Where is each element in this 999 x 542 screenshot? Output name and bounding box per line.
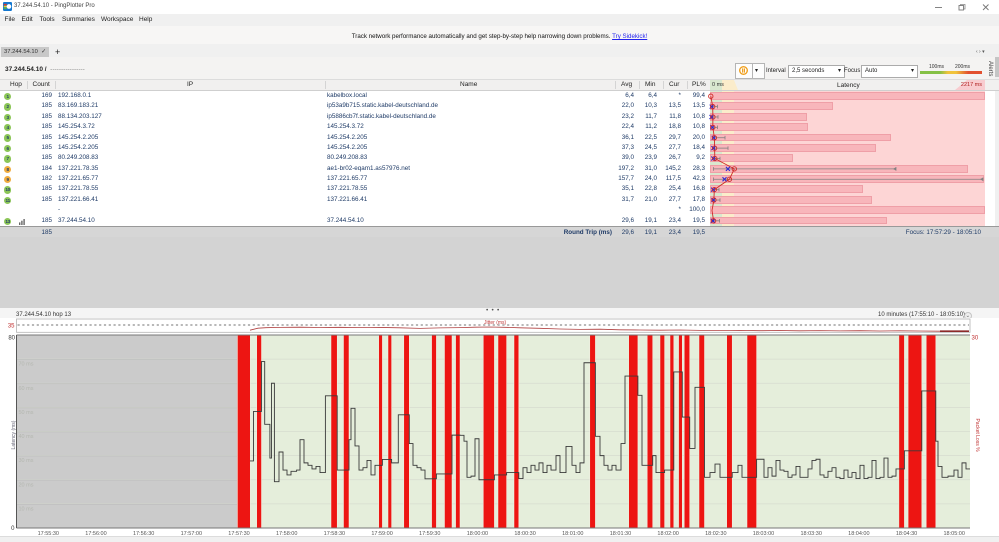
svg-text:18:04:30: 18:04:30: [896, 531, 917, 537]
svg-text:17:56:30: 17:56:30: [133, 531, 154, 537]
svg-text:18:02:00: 18:02:00: [657, 531, 678, 537]
svg-text:18:03:30: 18:03:30: [800, 531, 821, 537]
svg-text:17:55:30: 17:55:30: [38, 531, 59, 537]
svg-text:60 ms: 60 ms: [19, 386, 34, 392]
svg-text:17:59:30: 17:59:30: [419, 531, 440, 537]
svg-text:10 ms: 10 ms: [19, 506, 34, 512]
svg-text:50 ms: 50 ms: [19, 410, 34, 416]
svg-text:18:04:00: 18:04:00: [848, 531, 869, 537]
svg-text:20 ms: 20 ms: [19, 482, 34, 488]
svg-text:18:00:30: 18:00:30: [514, 531, 535, 537]
svg-text:40 ms: 40 ms: [19, 434, 34, 440]
svg-text:18:03:00: 18:03:00: [753, 531, 774, 537]
svg-text:17:57:30: 17:57:30: [228, 531, 249, 537]
svg-text:17:58:30: 17:58:30: [324, 531, 345, 537]
svg-text:0: 0: [11, 526, 15, 532]
svg-text:Latency (ms): Latency (ms): [11, 420, 17, 449]
svg-text:30: 30: [972, 336, 979, 342]
svg-text:18:01:00: 18:01:00: [562, 531, 583, 537]
svg-text:18:05:00: 18:05:00: [944, 531, 965, 537]
svg-text:35: 35: [8, 323, 15, 329]
svg-text:17:56:00: 17:56:00: [85, 531, 106, 537]
svg-text:70 ms: 70 ms: [19, 362, 34, 368]
svg-text:18:01:30: 18:01:30: [610, 531, 631, 537]
svg-text:17:59:00: 17:59:00: [371, 531, 392, 537]
svg-text:Packet Loss %: Packet Loss %: [974, 418, 980, 452]
svg-text:30 ms: 30 ms: [19, 458, 34, 464]
svg-text:18:02:30: 18:02:30: [705, 531, 726, 537]
svg-text:Jitter (ms): Jitter (ms): [484, 320, 507, 326]
svg-text:17:58:00: 17:58:00: [276, 531, 297, 537]
svg-text:80: 80: [8, 336, 15, 342]
svg-text:17:57:00: 17:57:00: [181, 531, 202, 537]
svg-text:18:00:00: 18:00:00: [467, 531, 488, 537]
